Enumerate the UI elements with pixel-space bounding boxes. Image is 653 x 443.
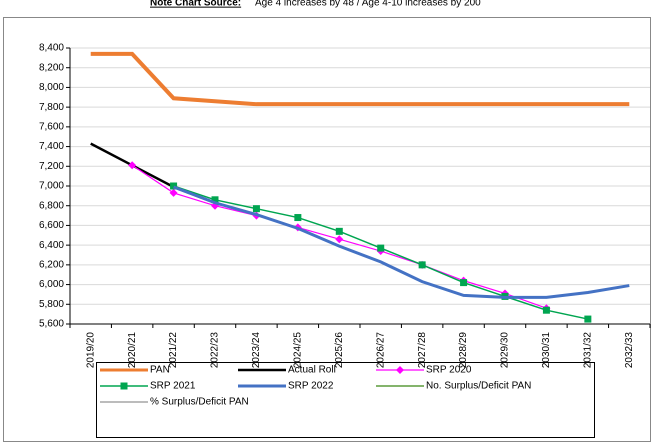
y-tick-label: 6,200 xyxy=(39,259,64,270)
y-tick-label: 7,000 xyxy=(39,181,64,192)
x-tick-label: 2020/21 xyxy=(127,332,138,369)
y-tick-label: 5,800 xyxy=(39,299,64,310)
marker xyxy=(377,244,385,252)
series-line xyxy=(90,51,630,107)
y-tick-label: 6,600 xyxy=(39,220,64,231)
y-tick-label: 7,400 xyxy=(39,141,64,152)
marker xyxy=(170,182,178,190)
x-tick-label: 2021/22 xyxy=(168,332,179,369)
legend-label: Actual Roll xyxy=(288,365,336,376)
x-tick-label: 2022/23 xyxy=(210,332,221,369)
legend-label: PAN xyxy=(150,365,170,376)
y-tick-label: 7,800 xyxy=(39,102,64,113)
x-tick-label: 2027/28 xyxy=(417,332,428,369)
marker xyxy=(460,279,468,287)
y-tick-label: 6,000 xyxy=(39,279,64,290)
marker xyxy=(294,214,302,222)
note-label: Note Chart Source: xyxy=(150,0,241,9)
marker xyxy=(128,161,137,170)
marker xyxy=(252,205,260,213)
chart-border xyxy=(3,17,651,442)
x-tick-label: 2026/27 xyxy=(375,332,386,369)
marker xyxy=(335,227,343,235)
series-line xyxy=(173,185,630,299)
x-tick-label: 2023/24 xyxy=(251,332,262,369)
marker xyxy=(418,261,426,269)
marker xyxy=(584,315,592,323)
x-tick-label: 2030/31 xyxy=(541,332,552,369)
marker xyxy=(211,196,219,204)
x-tick-label: 2019/20 xyxy=(85,332,96,369)
legend-label: % Surplus/Deficit PAN xyxy=(150,397,249,408)
y-tick-label: 6,800 xyxy=(39,200,64,211)
marker xyxy=(396,366,404,374)
y-tick-label: 8,000 xyxy=(39,82,64,93)
marker xyxy=(335,235,344,244)
note: Age 4 increases by 48 / Age 4-10 increas… xyxy=(255,0,481,9)
y-tick-label: 8,400 xyxy=(39,43,64,54)
x-tick-label: 2032/33 xyxy=(624,332,635,369)
y-tick-label: 5,600 xyxy=(39,319,64,330)
y-tick-label: 8,200 xyxy=(39,62,64,73)
y-tick-label: 7,200 xyxy=(39,161,64,172)
legend-label: No. Surplus/Deficit PAN xyxy=(426,381,531,392)
marker xyxy=(542,306,550,314)
legend-box xyxy=(96,362,595,438)
legend-label: SRP 2022 xyxy=(288,381,334,392)
x-tick-label: 2025/26 xyxy=(334,332,345,369)
marker xyxy=(120,382,128,390)
y-tick-label: 7,600 xyxy=(39,121,64,132)
x-tick-label: 2031/32 xyxy=(582,332,593,369)
marker xyxy=(169,188,178,197)
x-tick-label: 2029/30 xyxy=(500,332,511,369)
y-tick-label: 6,400 xyxy=(39,240,64,251)
x-tick-label: 2028/29 xyxy=(458,332,469,369)
legend-label: SRP 2020 xyxy=(426,365,472,376)
x-tick-label: 2024/25 xyxy=(292,332,303,369)
legend-label: SRP 2021 xyxy=(150,381,196,392)
